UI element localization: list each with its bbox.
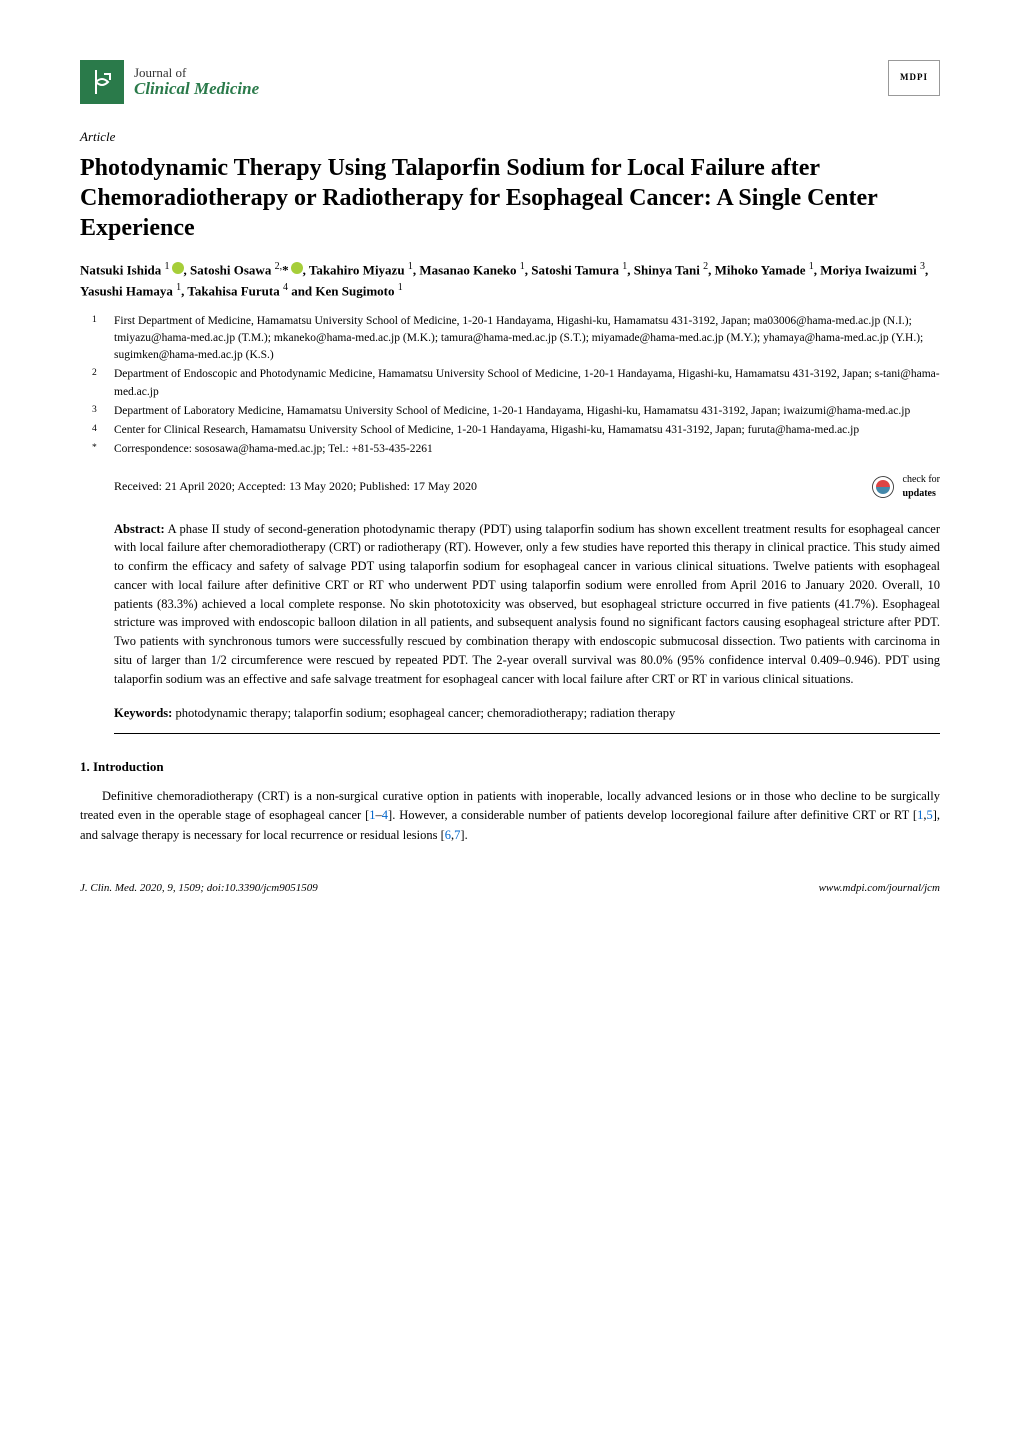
citation-link[interactable]: 7 [454, 828, 460, 842]
updates-icon [869, 473, 897, 501]
footer-citation: J. Clin. Med. 2020, 9, 1509; doi:10.3390… [80, 881, 318, 897]
section-divider [114, 733, 940, 734]
citation-link[interactable]: 6 [445, 828, 451, 842]
article-title: Photodynamic Therapy Using Talaporfin So… [80, 153, 940, 243]
publisher-logo: MDPI [888, 60, 940, 96]
dates-row: Received: 21 April 2020; Accepted: 13 Ma… [80, 473, 940, 502]
affiliations-block: 1First Department of Medicine, Hamamatsu… [80, 313, 940, 459]
affiliation-num: * [92, 441, 114, 458]
citation-link[interactable]: 4 [382, 808, 388, 822]
affiliation-text: Department of Laboratory Medicine, Hamam… [114, 403, 910, 420]
affiliation-row: 2Department of Endoscopic and Photodynam… [114, 366, 940, 401]
abstract-label: Abstract: [114, 522, 165, 536]
abstract-block: Abstract: A phase II study of second-gen… [80, 520, 940, 689]
orcid-icon [172, 262, 184, 274]
keywords-label: Keywords: [114, 706, 172, 720]
body-paragraph: Definitive chemoradiotherapy (CRT) is a … [80, 787, 940, 845]
page-footer: J. Clin. Med. 2020, 9, 1509; doi:10.3390… [80, 881, 940, 897]
journal-icon [80, 60, 124, 104]
author-list: Natsuki Ishida 1, Satoshi Osawa 2,*, Tak… [80, 259, 940, 301]
keywords-text: photodynamic therapy; talaporfin sodium;… [175, 706, 675, 720]
affiliation-text: First Department of Medicine, Hamamatsu … [114, 313, 940, 365]
affiliation-num: 4 [92, 422, 114, 439]
affiliation-text: Center for Clinical Research, Hamamatsu … [114, 422, 859, 439]
affiliation-text: Correspondence: sososawa@hama-med.ac.jp;… [114, 441, 433, 458]
article-type: Article [80, 128, 940, 147]
page-header: Journal of Clinical Medicine MDPI [80, 60, 940, 104]
keywords-block: Keywords: photodynamic therapy; talaporf… [80, 704, 940, 723]
section-heading: 1. Introduction [80, 758, 940, 777]
affiliation-num: 1 [92, 313, 114, 365]
affiliation-row: 4Center for Clinical Research, Hamamatsu… [114, 422, 940, 439]
updates-text: check for updates [903, 473, 940, 502]
citation-link[interactable]: 5 [926, 808, 932, 822]
check-updates-badge[interactable]: check for updates [869, 473, 940, 502]
citation-link[interactable]: 1 [369, 808, 375, 822]
journal-title-block: Journal of Clinical Medicine [134, 66, 259, 99]
affiliation-row: 1First Department of Medicine, Hamamatsu… [114, 313, 940, 365]
affiliation-text: Department of Endoscopic and Photodynami… [114, 366, 940, 401]
citation-link[interactable]: 1 [917, 808, 923, 822]
orcid-icon [291, 262, 303, 274]
abstract-text: A phase II study of second-generation ph… [114, 522, 940, 686]
journal-prefix: Journal of [134, 66, 259, 80]
footer-url[interactable]: www.mdpi.com/journal/jcm [819, 881, 940, 897]
affiliation-row: *Correspondence: sososawa@hama-med.ac.jp… [114, 441, 940, 458]
journal-name: Clinical Medicine [134, 80, 259, 99]
affiliation-num: 3 [92, 403, 114, 420]
publication-dates: Received: 21 April 2020; Accepted: 13 Ma… [114, 478, 477, 495]
affiliation-num: 2 [92, 366, 114, 401]
journal-block: Journal of Clinical Medicine [80, 60, 259, 104]
affiliation-row: 3Department of Laboratory Medicine, Hama… [114, 403, 940, 420]
